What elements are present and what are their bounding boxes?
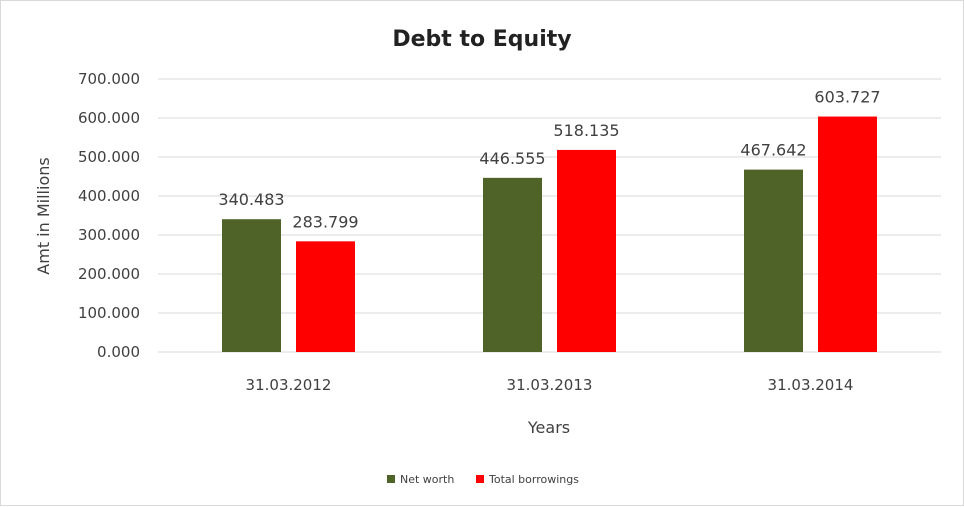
data-label: 467.642: [740, 141, 806, 160]
bar-net-worth: [744, 169, 803, 352]
legend-swatch: [387, 475, 395, 483]
legend-label: Net worth: [400, 473, 454, 486]
y-axis-tick-labels: 0.000 100.000 200.000 300.000 400.000 500.000…: [78, 70, 140, 361]
data-label: 340.483: [218, 190, 284, 209]
legend-label: Total borrowings: [488, 473, 579, 486]
bar-net-worth: [222, 219, 281, 352]
y-tick-label: 400.000: [78, 187, 140, 205]
bars: [222, 116, 877, 352]
bar-total-borrowings: [296, 241, 355, 352]
y-tick-label: 700.000: [78, 70, 140, 88]
x-axis-tick-labels: 31.03.2012 31.03.2013 31.03.2014: [246, 376, 854, 394]
y-tick-label: 500.000: [78, 148, 140, 166]
legend: Net worth Total borrowings: [387, 473, 579, 486]
x-tick-label: 31.03.2014: [768, 376, 854, 394]
legend-swatch: [476, 475, 484, 483]
data-label: 283.799: [292, 212, 358, 231]
x-axis-title: Years: [527, 418, 570, 437]
x-tick-label: 31.03.2012: [246, 376, 332, 394]
y-tick-label: 100.000: [78, 304, 140, 322]
y-tick-label: 300.000: [78, 226, 140, 244]
y-tick-label: 600.000: [78, 109, 140, 127]
x-tick-label: 31.03.2013: [507, 376, 593, 394]
bar-total-borrowings: [818, 116, 877, 352]
gridlines: [158, 78, 941, 353]
data-labels: 340.483 283.799 446.555 518.135 467.642 603.7…: [218, 88, 880, 232]
chart-title: Debt to Equity: [392, 27, 571, 52]
bar-total-borrowings: [557, 149, 616, 352]
bar-net-worth: [483, 177, 542, 352]
y-tick-label: 0.000: [97, 343, 140, 361]
data-label: 518.135: [553, 121, 619, 140]
y-axis-title: Amt in Millions: [34, 157, 53, 274]
data-label: 603.727: [814, 88, 880, 107]
y-tick-label: 200.000: [78, 265, 140, 283]
data-label: 446.555: [479, 149, 545, 168]
